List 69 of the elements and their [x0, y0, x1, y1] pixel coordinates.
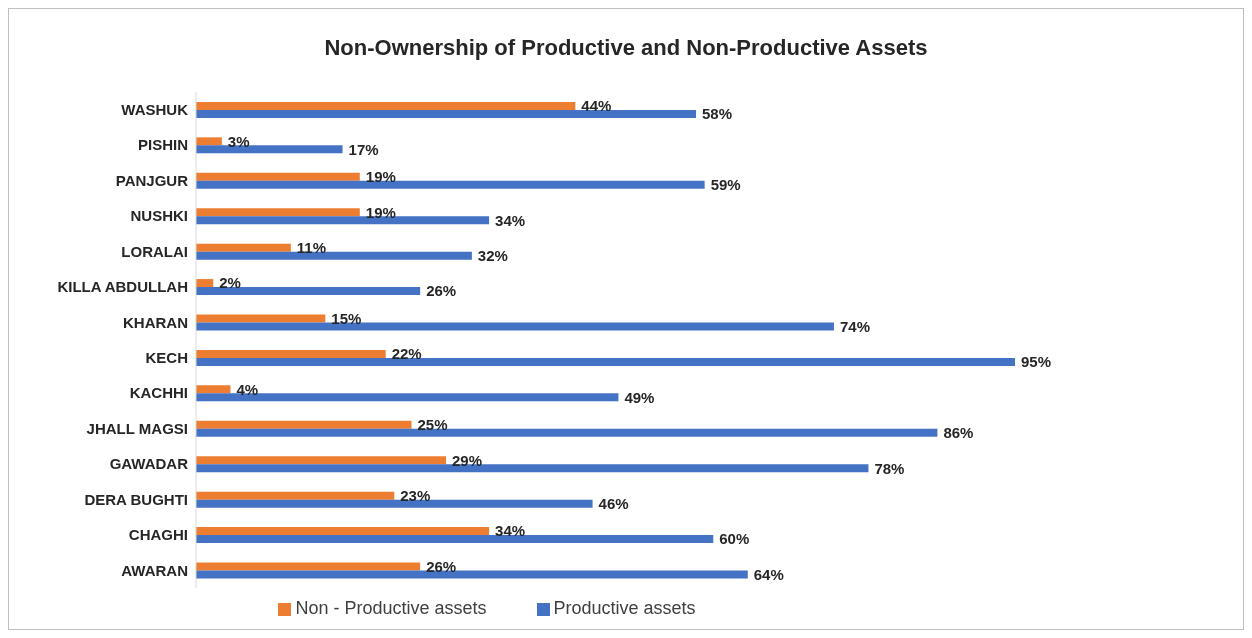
y-tick-label: PISHIN [137, 136, 188, 154]
bar [196, 251, 472, 260]
y-tick-label: NUSHKI [130, 207, 188, 225]
data-label: 59% [710, 176, 741, 194]
y-tick-label: KHARAN [123, 313, 188, 331]
bar [196, 137, 222, 146]
y-tick-label: KACHHI [129, 384, 188, 402]
data-label: 58% [702, 105, 733, 123]
data-label: 17% [348, 140, 379, 158]
legend-label: Productive assets [553, 598, 696, 618]
data-label: 46% [598, 494, 629, 512]
data-label: 78% [874, 459, 905, 477]
bar [196, 456, 447, 465]
y-tick-label: CHAGHI [128, 526, 188, 544]
data-label: 11% [296, 238, 327, 256]
bar [196, 279, 214, 288]
bar [196, 420, 412, 429]
bar [196, 243, 291, 252]
y-tick-label: JHALL MAGSI [86, 419, 188, 437]
bar [196, 527, 490, 536]
data-label: 32% [477, 246, 508, 264]
bar [196, 464, 869, 473]
data-label: 86% [943, 424, 974, 442]
data-label: 25% [417, 416, 448, 434]
data-label: 26% [426, 282, 457, 300]
y-tick-label: AWARAN [121, 561, 188, 579]
y-tick-label: PANJGUR [115, 171, 189, 189]
legend-label: Non - Productive assets [295, 598, 487, 618]
data-label: 22% [391, 345, 422, 363]
bar [196, 172, 360, 181]
y-tick-label: LORALAI [121, 242, 188, 260]
data-label: 74% [839, 317, 870, 335]
bar [196, 322, 834, 331]
data-label: 95% [1021, 353, 1052, 371]
bar [196, 180, 705, 189]
bar [196, 208, 360, 217]
data-label: 49% [624, 388, 655, 406]
bar [196, 314, 326, 323]
data-label: 44% [581, 97, 612, 115]
data-label: 34% [495, 211, 526, 229]
chart-title: Non-Ownership of Productive and Non-Productive Assets [323, 35, 929, 61]
y-tick-label: DERA BUGHTI [84, 490, 188, 508]
data-label: 60% [719, 530, 750, 548]
bar [196, 357, 1015, 366]
bar [196, 428, 938, 437]
bar [196, 349, 386, 358]
data-label: 34% [495, 522, 526, 540]
y-tick-label: KILLA ABDULLAH [57, 278, 188, 296]
bar [196, 535, 714, 544]
bar [196, 491, 395, 500]
data-label: 26% [426, 557, 457, 575]
bar [196, 570, 748, 579]
bar [196, 145, 343, 154]
bar [196, 562, 421, 571]
y-tick-label: GAWADAR [109, 455, 189, 473]
y-tick-label: KECH [145, 349, 188, 367]
bar [196, 385, 231, 394]
bar [196, 109, 697, 118]
data-label: 19% [365, 168, 396, 186]
bar [196, 393, 619, 402]
data-label: 64% [753, 565, 784, 583]
bar [196, 216, 490, 225]
bar [196, 499, 593, 508]
bar [196, 101, 576, 110]
y-tick-label: WASHUK [121, 101, 189, 119]
data-label: 15% [331, 309, 362, 327]
bar [196, 287, 421, 296]
data-label: 23% [400, 486, 431, 504]
data-label: 2% [219, 274, 241, 292]
